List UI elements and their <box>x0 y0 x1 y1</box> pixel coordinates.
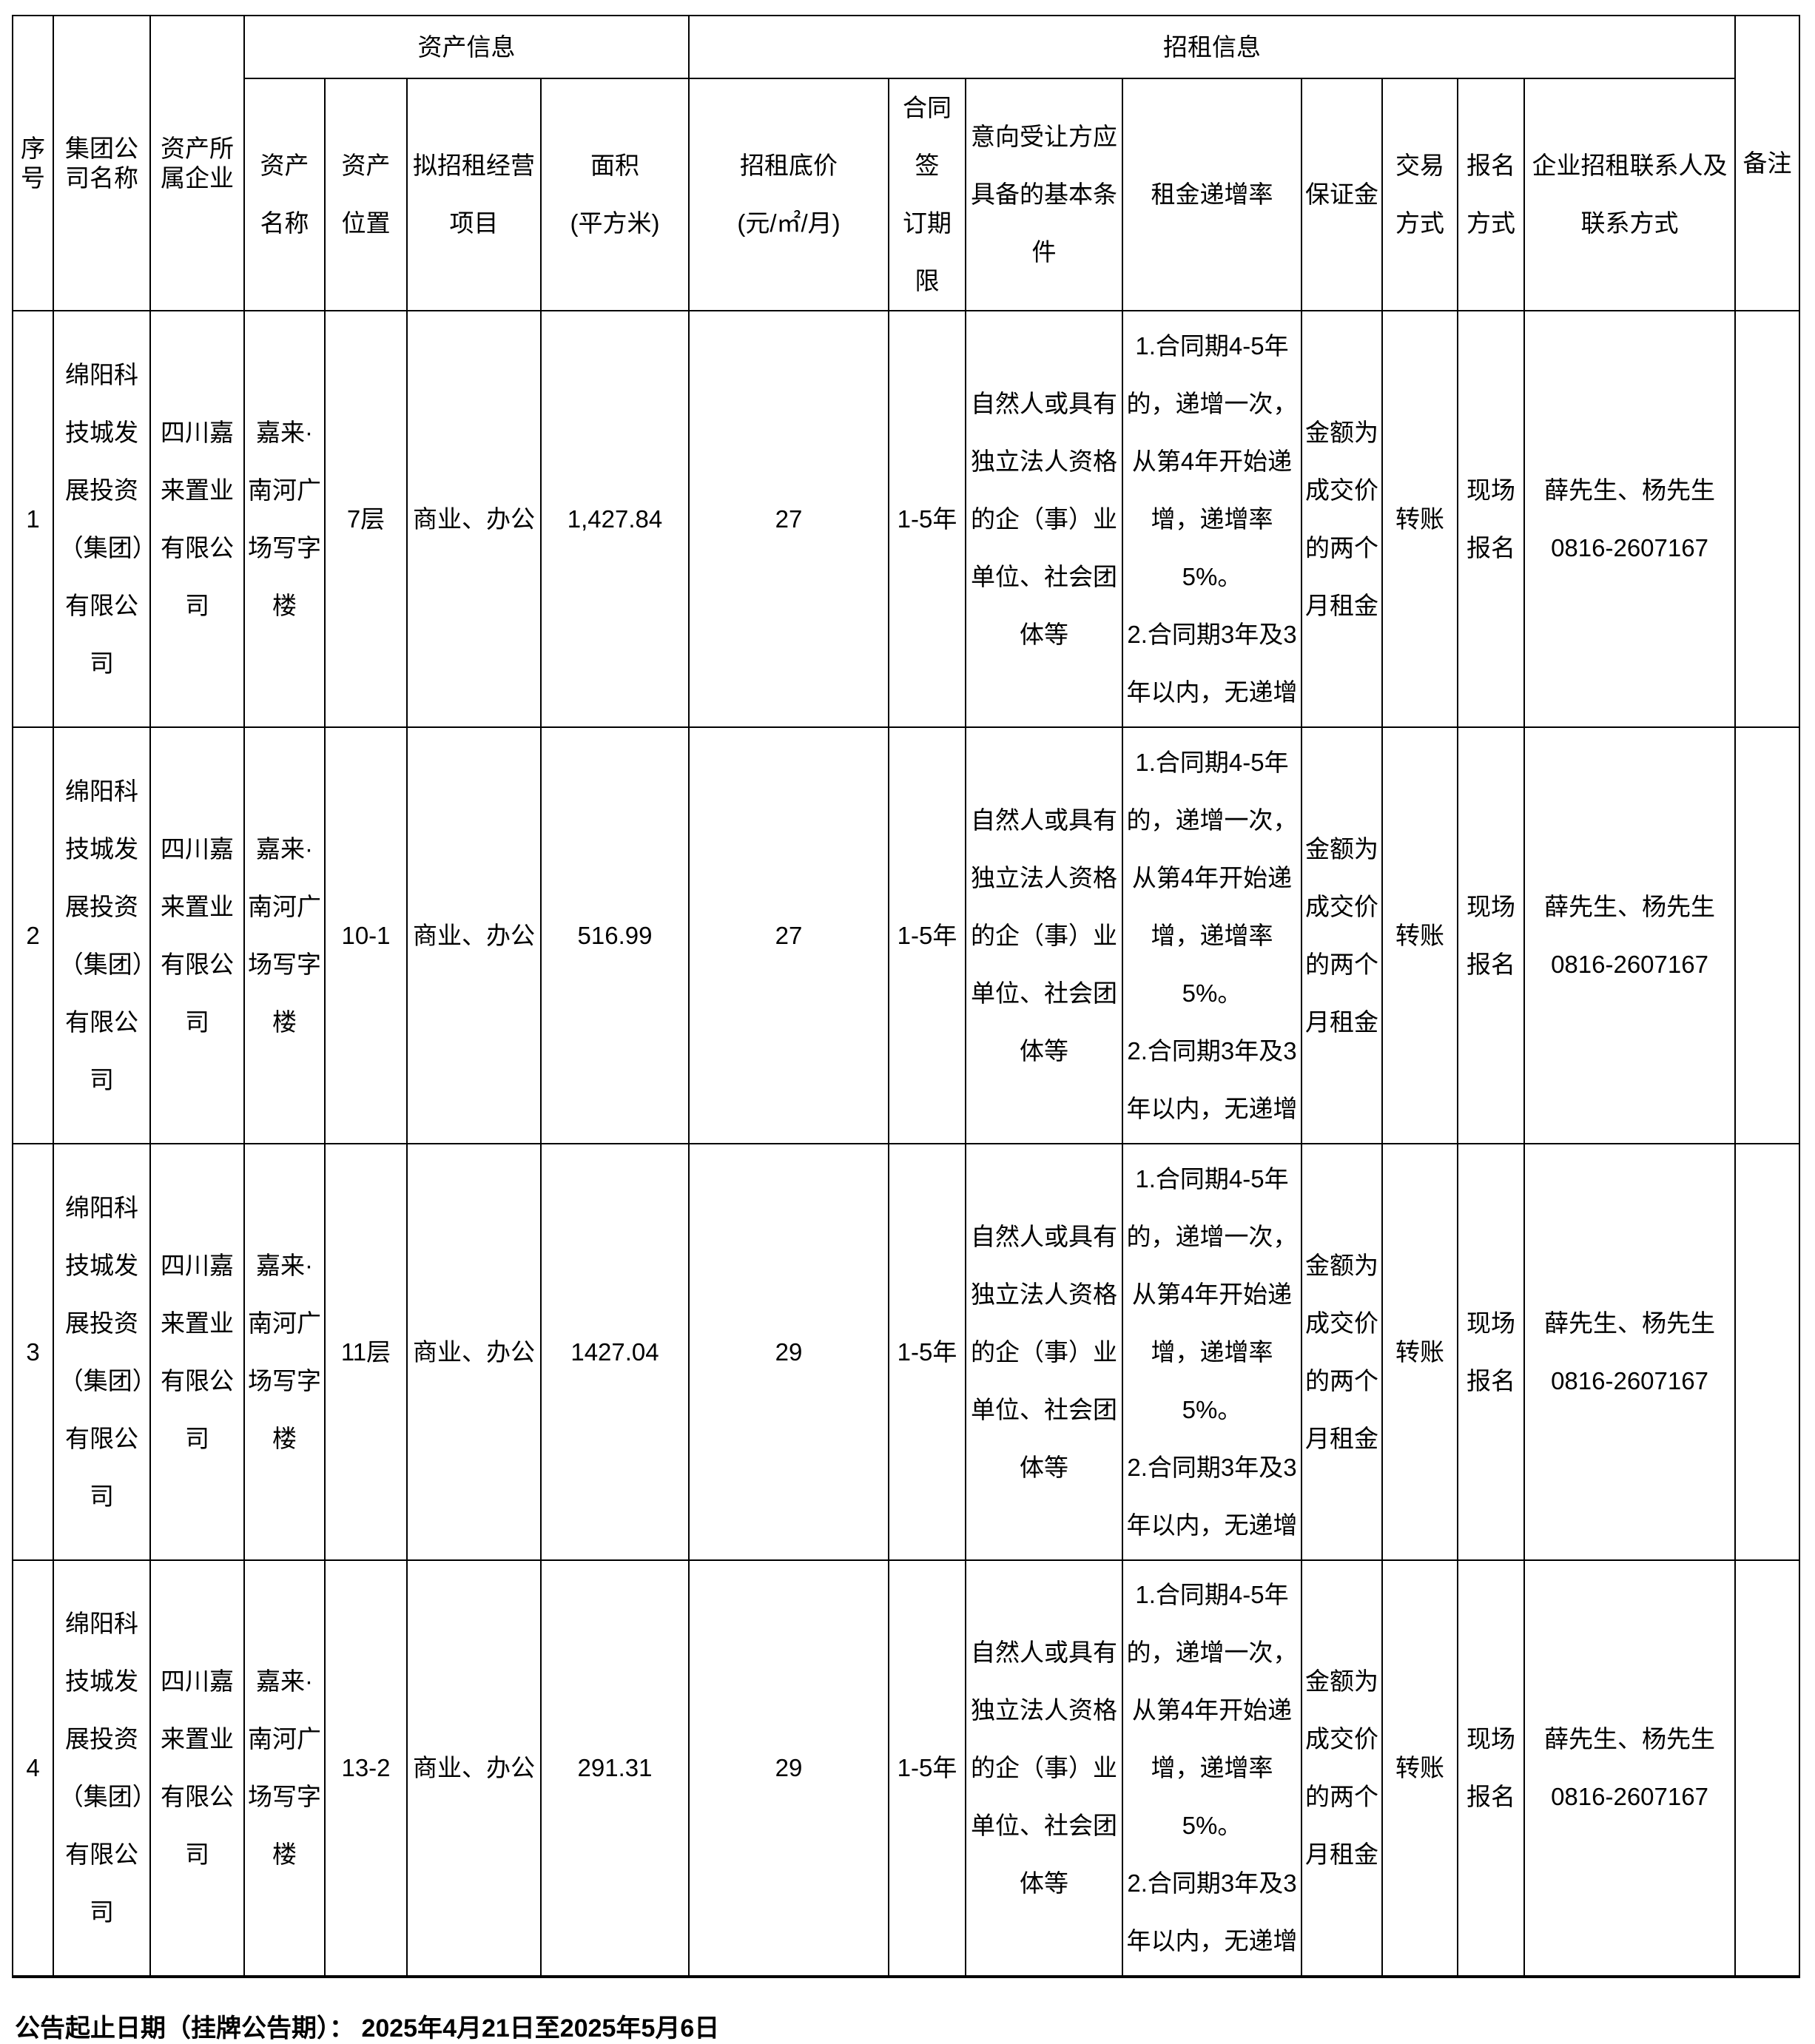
cell-base-price: 29 <box>688 1559 889 1977</box>
cell-contact: 薛先生、杨先生 0816-2607167 <box>1523 1559 1736 1977</box>
header-sub-row: 资产 名称 资产 位置 拟招租经营 项目 面积 (平方米) 招租底价 (元/㎡/… <box>13 78 1799 311</box>
announcement-period-note: 公告起止日期（挂牌公告期）： 2025年4月21日至2025年5月6日 <box>15 2014 720 2043</box>
cell-registration-method: 现场 报名 <box>1457 1143 1525 1561</box>
cell-registration-method: 现场 报名 <box>1457 310 1525 728</box>
table-row: 1 绵阳科技城发展投资（集团）有限公司 四川嘉来置业有限公司 嘉来·南河广场写字… <box>12 310 1800 728</box>
cell-contact: 薛先生、杨先生 0816-2607167 <box>1523 310 1736 728</box>
col-header-contact: 企业招租联系人及 联系方式 <box>1523 78 1736 311</box>
cell-planned-business: 商业、办公 <box>406 1143 542 1561</box>
cell-planned-business: 商业、办公 <box>406 1559 542 1977</box>
cell-base-price: 27 <box>688 726 889 1144</box>
cell-rent-increase-rate: 1.合同期4-5年的，递增一次，从第4年开始递增，递增率5%。 2.合同期3年及… <box>1122 310 1302 728</box>
cell-asset-owner: 四川嘉来置业有限公司 <box>149 1143 245 1561</box>
cell-transaction-method: 转账 <box>1381 310 1458 728</box>
cell-asset-name: 嘉来·南河广场写字楼 <box>243 310 326 728</box>
cell-area: 1,427.84 <box>540 310 690 728</box>
cell-deposit: 金额为成交价的两个月租金 <box>1301 1143 1383 1561</box>
cell-asset-location: 7层 <box>324 310 408 728</box>
cell-rent-increase-rate: 1.合同期4-5年的，递增一次，从第4年开始递增，递增率5%。 2.合同期3年及… <box>1122 726 1302 1144</box>
col-header-rent-increase-rate: 租金递增率 <box>1122 78 1302 311</box>
cell-transaction-method: 转账 <box>1381 726 1458 1144</box>
cell-remarks <box>1734 726 1800 1144</box>
cell-transferee-conditions: 自然人或具有独立法人资格的企（事）业单位、社会团体等 <box>965 1143 1123 1561</box>
cell-area: 516.99 <box>540 726 690 1144</box>
cell-index: 2 <box>12 726 54 1144</box>
cell-asset-location: 11层 <box>324 1143 408 1561</box>
group-header-asset-info: 资产信息 <box>243 15 690 79</box>
col-header-area: 面积 (平方米) <box>540 78 690 311</box>
cell-registration-method: 现场 报名 <box>1457 726 1525 1144</box>
col-header-asset-location: 资产 位置 <box>324 78 408 311</box>
cell-deposit: 金额为成交价的两个月租金 <box>1301 310 1383 728</box>
cell-group-company: 绵阳科技城发展投资（集团）有限公司 <box>53 1559 151 1977</box>
cell-remarks <box>1734 1559 1800 1977</box>
col-header-group-company: 集团公司名称 <box>53 15 151 311</box>
cell-rent-increase-rate: 1.合同期4-5年的，递增一次，从第4年开始递增，递增率5%。 2.合同期3年及… <box>1122 1559 1302 1977</box>
cell-transferee-conditions: 自然人或具有独立法人资格的企（事）业单位、社会团体等 <box>965 310 1123 728</box>
cell-remarks <box>1734 310 1800 728</box>
cell-transaction-method: 转账 <box>1381 1143 1458 1561</box>
cell-base-price: 29 <box>688 1143 889 1561</box>
cell-asset-owner: 四川嘉来置业有限公司 <box>149 1559 245 1977</box>
cell-index: 4 <box>12 1559 54 1977</box>
cell-group-company: 绵阳科技城发展投资（集团）有限公司 <box>53 1143 151 1561</box>
cell-transferee-conditions: 自然人或具有独立法人资格的企（事）业单位、社会团体等 <box>965 726 1123 1144</box>
table-row: 2 绵阳科技城发展投资（集团）有限公司 四川嘉来置业有限公司 嘉来·南河广场写字… <box>12 726 1800 1144</box>
col-header-asset-owner: 资产所属企业 <box>149 15 245 311</box>
col-header-transferee-conditions: 意向受让方应具备的基本条件 <box>965 78 1123 311</box>
cell-asset-owner: 四川嘉来置业有限公司 <box>149 310 245 728</box>
cell-contract-term: 1-5年 <box>888 726 966 1144</box>
group-header-leasing-info: 招租信息 <box>688 15 1736 79</box>
cell-transaction-method: 转账 <box>1381 1559 1458 1977</box>
cell-area: 291.31 <box>540 1559 690 1977</box>
col-header-asset-name: 资产 名称 <box>243 78 326 311</box>
cell-asset-location: 13-2 <box>324 1559 408 1977</box>
cell-rent-increase-rate: 1.合同期4-5年的，递增一次，从第4年开始递增，递增率5%。 2.合同期3年及… <box>1122 1143 1302 1561</box>
col-header-planned-business: 拟招租经营 项目 <box>406 78 542 311</box>
cell-planned-business: 商业、办公 <box>406 726 542 1144</box>
cell-remarks <box>1734 1143 1800 1561</box>
col-header-deposit: 保证金 <box>1301 78 1383 311</box>
cell-group-company: 绵阳科技城发展投资（集团）有限公司 <box>53 726 151 1144</box>
col-header-registration-method: 报名 方式 <box>1457 78 1525 311</box>
lease-announcement-table: 序号 集团公司名称 资产所属企业 资产信息 招租信息 备注 资产 名称 资产 位… <box>12 15 1800 1978</box>
cell-asset-name: 嘉来·南河广场写字楼 <box>243 1143 326 1561</box>
col-header-index: 序号 <box>12 15 54 311</box>
cell-asset-name: 嘉来·南河广场写字楼 <box>243 726 326 1144</box>
cell-transferee-conditions: 自然人或具有独立法人资格的企（事）业单位、社会团体等 <box>965 1559 1123 1977</box>
header-group-row: 序号 集团公司名称 资产所属企业 资产信息 招租信息 备注 <box>12 15 1800 311</box>
cell-area: 1427.04 <box>540 1143 690 1561</box>
cell-deposit: 金额为成交价的两个月租金 <box>1301 1559 1383 1977</box>
cell-deposit: 金额为成交价的两个月租金 <box>1301 726 1383 1144</box>
table-row: 4 绵阳科技城发展投资（集团）有限公司 四川嘉来置业有限公司 嘉来·南河广场写字… <box>12 1559 1800 1977</box>
col-header-remarks: 备注 <box>1734 15 1800 311</box>
col-header-base-price: 招租底价 (元/㎡/月) <box>688 78 889 311</box>
cell-group-company: 绵阳科技城发展投资（集团）有限公司 <box>53 310 151 728</box>
cell-asset-name: 嘉来·南河广场写字楼 <box>243 1559 326 1977</box>
col-header-contract-term: 合同签 订期限 <box>888 78 966 311</box>
cell-contact: 薛先生、杨先生 0816-2607167 <box>1523 1143 1736 1561</box>
cell-contract-term: 1-5年 <box>888 1143 966 1561</box>
cell-index: 3 <box>12 1143 54 1561</box>
cell-contact: 薛先生、杨先生 0816-2607167 <box>1523 726 1736 1144</box>
cell-asset-owner: 四川嘉来置业有限公司 <box>149 726 245 1144</box>
cell-index: 1 <box>12 310 54 728</box>
cell-contract-term: 1-5年 <box>888 310 966 728</box>
table-row: 3 绵阳科技城发展投资（集团）有限公司 四川嘉来置业有限公司 嘉来·南河广场写字… <box>12 1143 1800 1561</box>
cell-base-price: 27 <box>688 310 889 728</box>
cell-asset-location: 10-1 <box>324 726 408 1144</box>
cell-registration-method: 现场 报名 <box>1457 1559 1525 1977</box>
cell-contract-term: 1-5年 <box>888 1559 966 1977</box>
cell-planned-business: 商业、办公 <box>406 310 542 728</box>
col-header-transaction-method: 交易 方式 <box>1381 78 1458 311</box>
